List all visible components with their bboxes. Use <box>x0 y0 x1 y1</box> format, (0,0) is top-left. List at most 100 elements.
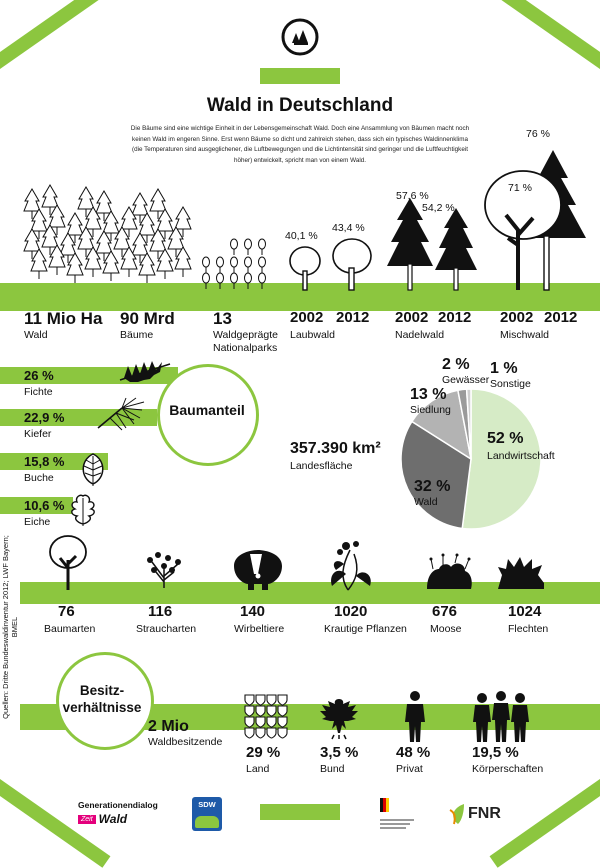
pie-label-landwirtschaft-pct: 52 % <box>487 430 524 447</box>
nationalpark-tree <box>230 272 238 289</box>
forest-cluster-tree <box>131 232 149 263</box>
species-baumarten-value: 76 <box>58 603 75 620</box>
laubwald-label: Laubwald <box>290 329 335 341</box>
land-shield <box>244 705 255 717</box>
baumanteil-name-0: Fichte <box>24 386 53 398</box>
mischwald-pct-2002: 71 % <box>508 182 532 194</box>
pie-label-gewaesser-pct: 2 % <box>442 356 470 373</box>
stat-nationalparks-value: 13 <box>213 309 232 328</box>
baumanteil-circle <box>157 364 259 466</box>
baumanteil-bar-2 <box>0 453 108 470</box>
land-shield <box>277 705 288 717</box>
besitz-circle <box>56 652 154 750</box>
baumarten-tree-icon <box>49 535 87 590</box>
forest-cluster-tree <box>48 204 66 235</box>
pie-slice-2 <box>410 389 473 461</box>
sources-note: Quellen: Dritte Bundeswaldinventur 2012;… <box>1 535 19 719</box>
logo1-line1: Generationendialog <box>78 800 158 810</box>
sdw-logo-text: SDW <box>198 800 216 809</box>
nadelwald-pct-2012: 54,2 % <box>422 202 455 214</box>
besitz-land-label: Land <box>246 763 270 775</box>
besitz-koerperschaften-pct: 19,5 % <box>472 744 519 761</box>
laubwald-pct-2002: 40,1 % <box>285 230 318 242</box>
baumanteil-pct-3: 10,6 % <box>24 498 65 513</box>
mischwald-year-a: 2002 <box>500 309 534 326</box>
forest-cluster-tree <box>48 244 66 275</box>
pie-slice-0 <box>461 388 542 530</box>
baumanteil-pct-1: 22,9 % <box>24 410 65 425</box>
laubwald-year-a: 2002 <box>290 309 324 326</box>
land-shield <box>266 716 277 728</box>
mischwald-icon <box>484 150 586 291</box>
fichte-branch-icon <box>119 361 171 382</box>
land-shield <box>266 727 277 739</box>
pie-label-wald: Wald <box>414 496 438 508</box>
land-shield <box>266 705 277 717</box>
pie-label-gewaesser: Gewässer <box>442 374 490 386</box>
forest-cluster-tree <box>66 252 84 283</box>
besitz-owners-value: 2 Mio <box>148 718 189 735</box>
forest-cluster-tree <box>156 248 174 279</box>
stat-nationalparks-label: Waldgeprägte Nationalparks <box>213 329 278 354</box>
nationalpark-tree <box>244 238 252 255</box>
land-shield <box>277 694 288 706</box>
nationalpark-tree <box>258 272 266 289</box>
nationalpark-tree <box>258 256 266 273</box>
mischwald-year-b: 2012 <box>544 309 578 326</box>
baumanteil-pct-0: 26 % <box>24 368 54 383</box>
forest-cluster-tree <box>174 246 192 277</box>
koerperschaften-group-icon <box>473 691 529 742</box>
stat-wald-label: Wald <box>24 329 48 341</box>
forest-cluster-tree <box>30 208 48 239</box>
pie-label-sonstige: Sonstige <box>490 378 531 390</box>
landesflaeche-pie <box>400 388 542 530</box>
land-shield <box>244 727 255 739</box>
landesflaeche-label: Landesfläche <box>290 460 353 472</box>
mischwald-pct-2012: 76 % <box>526 128 550 140</box>
flechte-icon <box>498 557 544 589</box>
generationendialog-logo: Generationendialog Zeit Wald <box>78 800 158 830</box>
nationalpark-tree <box>244 256 252 273</box>
laubwald-tree-2002-icon <box>289 246 321 291</box>
forest-cluster-tree <box>174 206 192 237</box>
besitz-koerperschaften-label: Körperschaften <box>472 763 544 775</box>
sdw-logo: SDW <box>192 797 222 831</box>
fnr-leaf-icon <box>449 804 464 825</box>
forest-cluster-tree <box>41 184 59 215</box>
besitz-land-pct: 29 % <box>246 744 281 761</box>
bmel-logo <box>380 798 416 832</box>
pie-label-siedlung-pct: 13 % <box>410 386 447 403</box>
pie-label-sonstige-pct: 1 % <box>490 360 518 377</box>
nationalpark-tree <box>216 256 224 273</box>
nationalpark-tree <box>202 272 210 289</box>
species-baumarten-label: Baumarten <box>44 623 96 635</box>
land-wappen-icon <box>244 694 288 739</box>
forest-cluster-tree <box>66 212 84 243</box>
forest-cluster-tree <box>102 250 120 281</box>
nationalpark-trees-icon <box>202 238 266 289</box>
corner-ribbon-top-left <box>0 0 111 78</box>
fnr-logo-text: FNR <box>468 805 501 822</box>
nadelwald-tree-2002-icon <box>387 198 433 291</box>
pie-label-wald-pct: 32 % <box>414 478 451 495</box>
landesflaeche-value: 357.390 km² <box>290 440 381 457</box>
buche-leaf-icon <box>82 453 104 486</box>
laubwald-year-b: 2012 <box>336 309 370 326</box>
forest-cluster-tree <box>149 188 167 219</box>
besitz-privat-pct: 48 % <box>396 744 431 761</box>
baumanteil-name-2: Buche <box>24 472 54 484</box>
laubwald-pct-2012: 43,4 % <box>332 222 365 234</box>
forest-cluster-tree <box>113 226 131 257</box>
stat-wald-value: 11 Mio Ha <box>24 309 103 328</box>
forest-cluster-tree <box>23 188 41 219</box>
baumanteil-name-1: Kiefer <box>24 428 52 440</box>
forest-cluster-tree <box>120 206 138 237</box>
krautige-pflanze-icon <box>331 541 371 591</box>
nationalpark-tree <box>230 256 238 273</box>
besitz-bund-label: Bund <box>320 763 345 775</box>
land-shield <box>255 727 266 739</box>
bundesadler-icon <box>320 699 358 740</box>
forest-cluster-tree <box>84 246 102 277</box>
land-shield <box>266 694 277 706</box>
forest-cluster-tree <box>77 226 95 257</box>
